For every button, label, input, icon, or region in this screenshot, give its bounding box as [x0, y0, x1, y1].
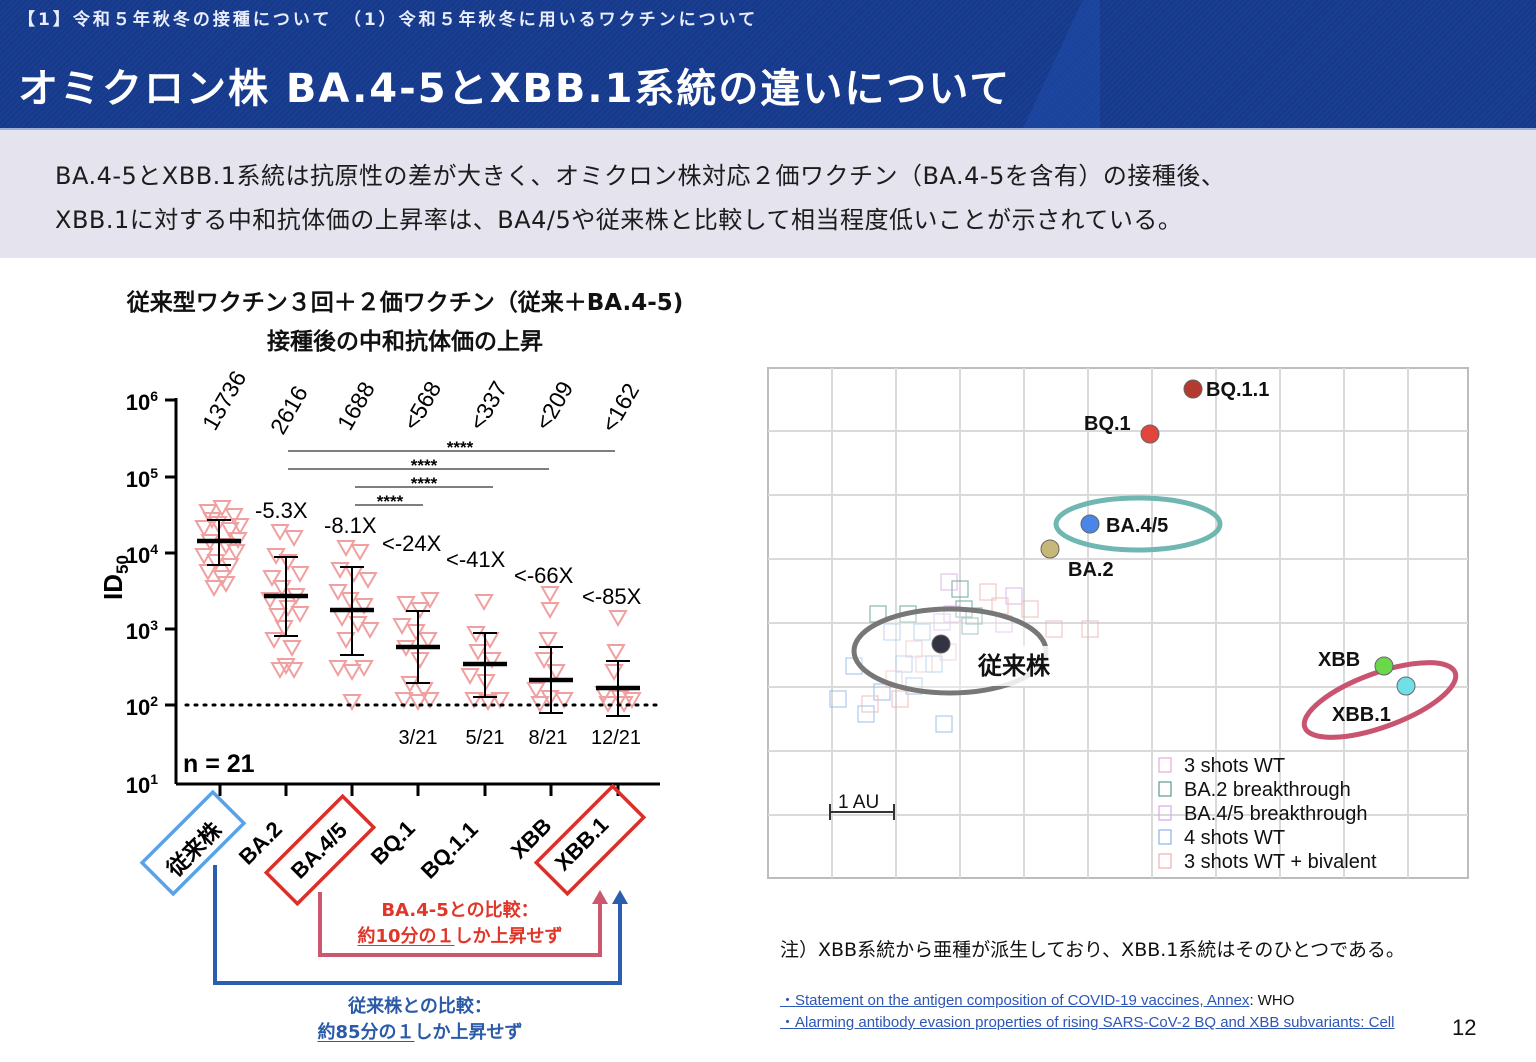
legend: 3 shots WT BA.2 breakthrough BA.4/5 brea…: [1158, 755, 1377, 873]
antigen-ba2: [1040, 539, 1060, 559]
y-axis-label: ID50: [98, 555, 132, 600]
error-bars: [197, 519, 640, 717]
antigen-wt: [931, 634, 951, 654]
summary-line-1: BA.4-5とXBB.1系統は抗原性の差が大きく、オミクロン株対応２価ワクチン（…: [55, 162, 1226, 190]
label-xbb1: XBB.1: [1332, 704, 1391, 726]
below-lod-count: 8/21: [529, 727, 568, 749]
y-tick-1e3: 103: [126, 617, 158, 644]
significance-label: ****: [377, 492, 404, 511]
chart-title-line-1: 従来型ワクチン３回＋２価ワクチン（従来＋BA.4-5): [126, 290, 684, 316]
slide-header: 【1】令和５年秋冬の接種について （1）令和５年秋冬に用いるワクチンについて オ…: [0, 0, 1536, 130]
antigen-xbb: [1374, 656, 1394, 676]
significance-label: ****: [447, 438, 474, 457]
label-ba45: BA.4/5: [1106, 515, 1168, 537]
chart-title-line-2: 接種後の中和抗体価の上昇: [267, 329, 543, 355]
x-label-bq11: BQ.1.1: [416, 817, 483, 884]
ellipse-xbb1: [1301, 660, 1459, 740]
caption-wt-line1: 従来株との比較：: [348, 996, 492, 1017]
caption-ba45-line1: BA.4-5との比較：: [381, 900, 539, 921]
significance-label: ****: [411, 474, 438, 493]
fold-change-label: -8.1X: [324, 513, 377, 538]
antigenic-map: BQ.1.1 BQ.1 BA.4/5 BA.2 XBB XBB.1 従来株 1 …: [767, 367, 1469, 879]
below-lod-count: 5/21: [466, 727, 505, 749]
y-tick-1e1: 101: [126, 771, 158, 798]
antigen-bq11: [1183, 379, 1203, 399]
highlight-box-wt: [139, 789, 247, 897]
caption-wt: 従来株との比較： 約85分の１しか上昇せず: [290, 994, 550, 1046]
gmt-label: <162: [596, 379, 644, 437]
x-label-ba45: BA.4/5: [286, 817, 352, 883]
label-xbb: XBB: [1318, 649, 1360, 671]
gmt-label: 2616: [265, 381, 313, 438]
y-tick-1e6: 106: [126, 388, 158, 415]
legend-item: BA.4/5 breakthrough: [1184, 803, 1367, 825]
summary-line-2: XBB.1に対する中和抗体価の上昇率は、BA4/5や従来株と比較して相当程度低い…: [55, 206, 1183, 234]
breadcrumb: 【1】令和５年秋冬の接種について （1）令和５年秋冬に用いるワクチンについて: [18, 10, 759, 30]
highlight-box-xbb1: [533, 783, 647, 897]
fold-change-label: <-66X: [514, 563, 574, 588]
page-number: 12: [1452, 1015, 1477, 1040]
y-tick-1e2: 102: [126, 693, 158, 720]
gmt-label: <209: [530, 377, 578, 435]
legend-item: 4 shots WT: [1184, 827, 1285, 849]
fold-change-label: <-41X: [446, 547, 506, 572]
antigen-xbb1: [1396, 676, 1416, 696]
below-lod-count: 12/21: [591, 727, 641, 749]
neutralization-titer-chart: 106 105 104 103 102 101 ID50 13736 2616 …: [98, 366, 662, 985]
scale-label: 1 AU: [838, 792, 879, 813]
label-ba2: BA.2: [1068, 559, 1114, 581]
antigen-bq1: [1140, 424, 1160, 444]
references: ・Statement on the antigen composition of…: [780, 992, 1395, 1031]
label-wt: 従来株: [977, 652, 1051, 680]
gmt-label: 13736: [197, 366, 252, 434]
highlight-box-ba45: [263, 793, 377, 907]
gmt-label: 1688: [332, 377, 380, 434]
caption-wt-line2: 約85分の１しか上昇せず: [317, 1022, 523, 1043]
gmt-label: <337: [464, 377, 512, 435]
scale-bar: [829, 804, 895, 820]
fold-change-label: <-24X: [382, 531, 442, 556]
caption-ba45-line2: 約10分の１しか上昇せず: [357, 926, 563, 947]
legend-item: 3 shots WT: [1184, 755, 1285, 777]
significance-label: ****: [411, 456, 438, 475]
y-tick-1e5: 105: [126, 465, 158, 492]
x-label-xbb: XBB: [506, 813, 557, 864]
fold-change-label: <-85X: [582, 584, 642, 609]
x-label-xbb1: XBB.1: [550, 812, 613, 875]
legend-item: BA.2 breakthrough: [1184, 779, 1351, 801]
caption-ba45: BA.4-5との比較： 約10分の１しか上昇せず: [330, 898, 590, 950]
comparison-arrow-ba45: [318, 890, 608, 957]
below-lod-count: 3/21: [399, 727, 438, 749]
label-bq1: BQ.1: [1084, 413, 1131, 435]
ellipse-ba45: [1053, 495, 1223, 553]
antigen-ba45: [1080, 514, 1100, 534]
comparison-arrow-wt: [213, 865, 628, 985]
page-title: オミクロン株 BA.4-5とXBB.1系統の違いについて: [18, 66, 1012, 112]
fold-change-label: -5.3X: [255, 498, 308, 523]
reference-link-cell[interactable]: ・Alarming antibody evasion properties of…: [780, 1014, 1395, 1031]
x-label-bq1: BQ.1: [366, 816, 420, 870]
label-bq11: BQ.1.1: [1206, 379, 1269, 401]
reference-link-who[interactable]: ・Statement on the antigen composition of…: [780, 992, 1250, 1009]
n-label: n = 21: [183, 750, 255, 778]
footnote: 注）XBB系統から亜種が派生しており、XBB.1系統はそのひとつである。: [780, 939, 1405, 961]
legend-item: 3 shots WT + bivalent: [1184, 851, 1377, 873]
summary-box: BA.4-5とXBB.1系統は抗原性の差が大きく、オミクロン株対応２価ワクチン（…: [0, 130, 1536, 258]
gmt-label: <568: [398, 377, 446, 435]
